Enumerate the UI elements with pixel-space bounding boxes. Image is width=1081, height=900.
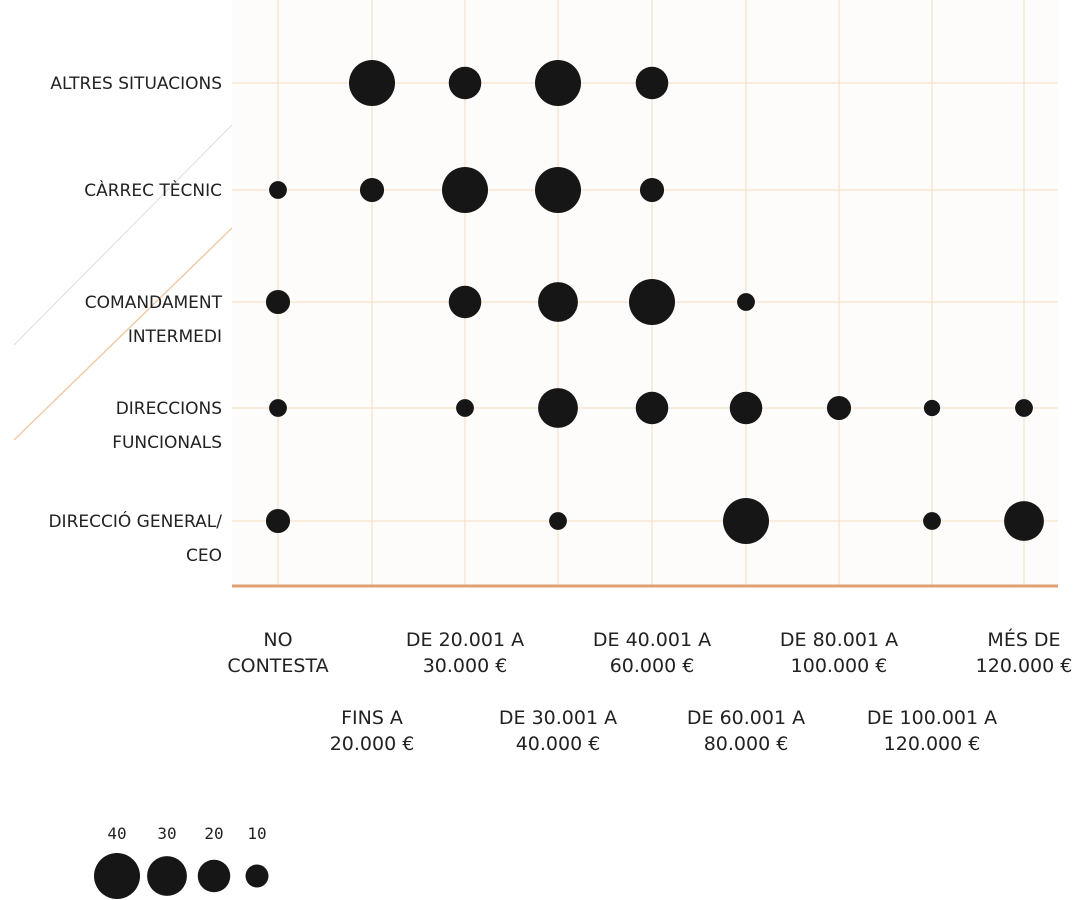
bubble-point — [349, 60, 395, 106]
bubble-point — [1015, 399, 1033, 417]
x-tick-label: DE 100.001 A 120.000 € — [867, 707, 997, 755]
x-tick-label: NO CONTESTA — [227, 629, 328, 677]
bubble-point — [549, 512, 567, 530]
bubble-point — [265, 508, 291, 534]
x-tick-label: DE 30.001 A 40.000 € — [499, 707, 617, 755]
bubbles — [265, 60, 1044, 544]
x-tick-label: MÉS DE 120.000 € — [976, 628, 1073, 677]
y-tick-label: DIRECCIONS FUNCIONALS — [112, 399, 222, 453]
bubble-point — [923, 399, 941, 417]
bubble-point — [269, 399, 287, 417]
bubble-point — [729, 391, 763, 425]
x-tick-label: DE 60.001 A 80.000 € — [687, 707, 805, 755]
bubble-point — [1004, 501, 1044, 541]
y-tick-label: ALTRES SITUACIONS — [50, 74, 222, 94]
x-tick-label: FINS A 20.000 € — [330, 707, 415, 755]
y-tick-label: COMANDAMENT INTERMEDI — [85, 293, 223, 347]
bubble-point — [535, 60, 581, 106]
y-tick-label: CÀRREC TÈCNIC — [84, 179, 222, 201]
bubble-point — [265, 289, 291, 315]
legend-bubble — [147, 856, 187, 896]
legend-bubble — [245, 864, 269, 888]
bubble-point — [269, 181, 287, 199]
x-tick-label: DE 40.001 A 60.000 € — [593, 629, 711, 677]
bubble-point — [538, 388, 578, 428]
bubble-point — [639, 177, 665, 203]
bubble-point — [635, 391, 669, 425]
legend-label: 10 — [247, 824, 266, 843]
bubble-point — [629, 279, 675, 325]
bubble-point — [538, 282, 578, 322]
bubble-point — [923, 512, 941, 530]
legend-bubble — [94, 853, 140, 899]
bubble-point — [737, 293, 755, 311]
legend-label: 20 — [204, 824, 223, 843]
legend-label: 40 — [107, 824, 126, 843]
x-tick-label: DE 80.001 A 100.000 € — [780, 629, 898, 677]
y-axis-labels: ALTRES SITUACIONS CÀRREC TÈCNIC COMANDAMEN… — [48, 74, 222, 566]
bubble-point — [535, 167, 581, 213]
bubble-point — [456, 399, 474, 417]
decorative-diagonal-line — [13, 227, 233, 441]
y-tick-label: DIRECCIÓ GENERAL/CEO — [48, 510, 222, 566]
decorative-diagonal-line — [13, 124, 233, 346]
x-tick-label: DE 20.001 A 30.000 € — [406, 629, 524, 677]
bubble-point — [359, 177, 385, 203]
size-legend: 40 30 20 10 — [94, 824, 269, 899]
legend-label: 30 — [157, 824, 176, 843]
bubble-point — [635, 66, 669, 100]
legend-bubble — [197, 859, 231, 893]
bubble-point — [442, 167, 488, 213]
bubble-point — [448, 66, 482, 100]
bubble-point — [448, 285, 482, 319]
bubble-point — [723, 498, 769, 544]
bubble-point — [826, 395, 852, 421]
